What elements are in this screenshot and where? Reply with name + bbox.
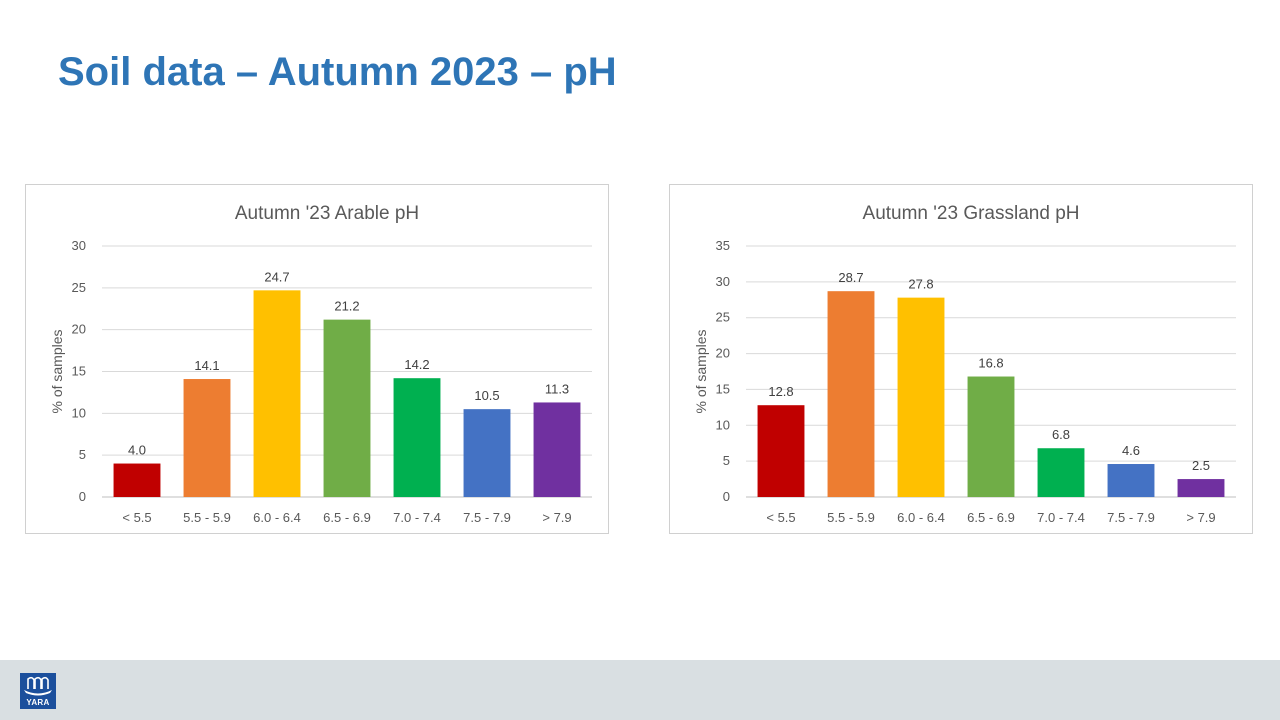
bar-7-0-7-4 [1037, 448, 1085, 497]
bar-7-9 [1177, 479, 1225, 497]
data-label: 11.3 [545, 381, 569, 396]
logo-text: YARA [26, 698, 50, 707]
y-tick-label: 25 [72, 280, 86, 295]
data-label: 12.8 [768, 384, 793, 399]
bar-6-5-6-9 [967, 376, 1015, 497]
slide-title: Soil data – Autumn 2023 – pH [58, 50, 617, 94]
x-tick-label: 7.0 - 7.4 [1037, 510, 1085, 525]
data-label: 21.2 [334, 299, 359, 314]
y-tick-label: 35 [716, 238, 730, 253]
bar-5-5-5-9 [827, 291, 875, 497]
x-tick-label: 7.5 - 7.9 [463, 510, 511, 525]
x-tick-label: 5.5 - 5.9 [827, 510, 875, 525]
bar-5-5-5-9 [183, 379, 231, 497]
data-label: 14.2 [404, 357, 429, 372]
bar-7-9 [533, 402, 581, 497]
bar-6-5-6-9 [323, 319, 371, 497]
bar-5-5 [113, 463, 161, 497]
x-tick-label: 6.0 - 6.4 [897, 510, 945, 525]
y-tick-label: 15 [716, 381, 730, 396]
data-label: 27.8 [908, 277, 933, 292]
x-tick-label: > 7.9 [542, 510, 571, 525]
data-label: 10.5 [474, 388, 499, 403]
grassland-ph-chart-svg: Autumn '23 Grassland pH 0 5 10 15 20 25 30 35 % o… [693, 203, 1236, 525]
x-tick-label: < 5.5 [766, 510, 795, 525]
data-label: 4.6 [1122, 443, 1140, 458]
y-tick-label: 15 [72, 364, 86, 379]
y-axis-label: % of samples [49, 329, 65, 413]
x-tick-label: 7.0 - 7.4 [393, 510, 441, 525]
y-axis-label: % of samples [693, 329, 709, 413]
bar-7-5-7-9 [1107, 464, 1155, 497]
y-tick-label: 30 [72, 238, 86, 253]
data-label: 16.8 [978, 356, 1003, 371]
y-tick-label: 20 [716, 346, 730, 361]
data-label: 24.7 [264, 269, 289, 284]
arable-ph-chart: Autumn '23 Arable pH 0 5 10 15 20 25 30 % of sam… [25, 184, 609, 534]
data-label: 14.1 [194, 358, 219, 373]
y-tick-label: 5 [79, 447, 86, 462]
x-tick-label: > 7.9 [1186, 510, 1215, 525]
data-label: 2.5 [1192, 458, 1210, 473]
bar-7-5-7-9 [463, 409, 511, 497]
viking-ship-icon [24, 676, 52, 696]
y-tick-label: 20 [72, 322, 86, 337]
data-label: 4.0 [128, 443, 146, 458]
bar-6-0-6-4 [897, 297, 945, 497]
data-label: 6.8 [1052, 427, 1070, 442]
x-tick-label: 6.0 - 6.4 [253, 510, 301, 525]
y-tick-label: 5 [723, 453, 730, 468]
x-tick-label: 6.5 - 6.9 [323, 510, 371, 525]
y-tick-label: 25 [716, 310, 730, 325]
bar-7-0-7-4 [393, 378, 441, 497]
y-tick-label: 10 [716, 417, 730, 432]
x-tick-label: 7.5 - 7.9 [1107, 510, 1155, 525]
data-label: 28.7 [838, 270, 863, 285]
grassland-ph-chart: Autumn '23 Grassland pH 0 5 10 15 20 25 30 35 % o… [669, 184, 1253, 534]
bar-6-0-6-4 [253, 290, 301, 497]
chart-title: Autumn '23 Arable pH [235, 203, 419, 224]
y-tick-label: 0 [723, 489, 730, 504]
footer-bar: YARA [0, 660, 1280, 720]
bar-5-5 [757, 405, 805, 497]
yara-logo: YARA [20, 673, 56, 709]
arable-ph-chart-svg: Autumn '23 Arable pH 0 5 10 15 20 25 30 % of sam… [49, 203, 592, 525]
x-tick-label: 6.5 - 6.9 [967, 510, 1015, 525]
x-tick-label: 5.5 - 5.9 [183, 510, 231, 525]
y-tick-label: 0 [79, 489, 86, 504]
x-tick-label: < 5.5 [122, 510, 151, 525]
y-tick-label: 10 [72, 405, 86, 420]
y-tick-label: 30 [716, 274, 730, 289]
chart-title: Autumn '23 Grassland pH [863, 203, 1080, 224]
